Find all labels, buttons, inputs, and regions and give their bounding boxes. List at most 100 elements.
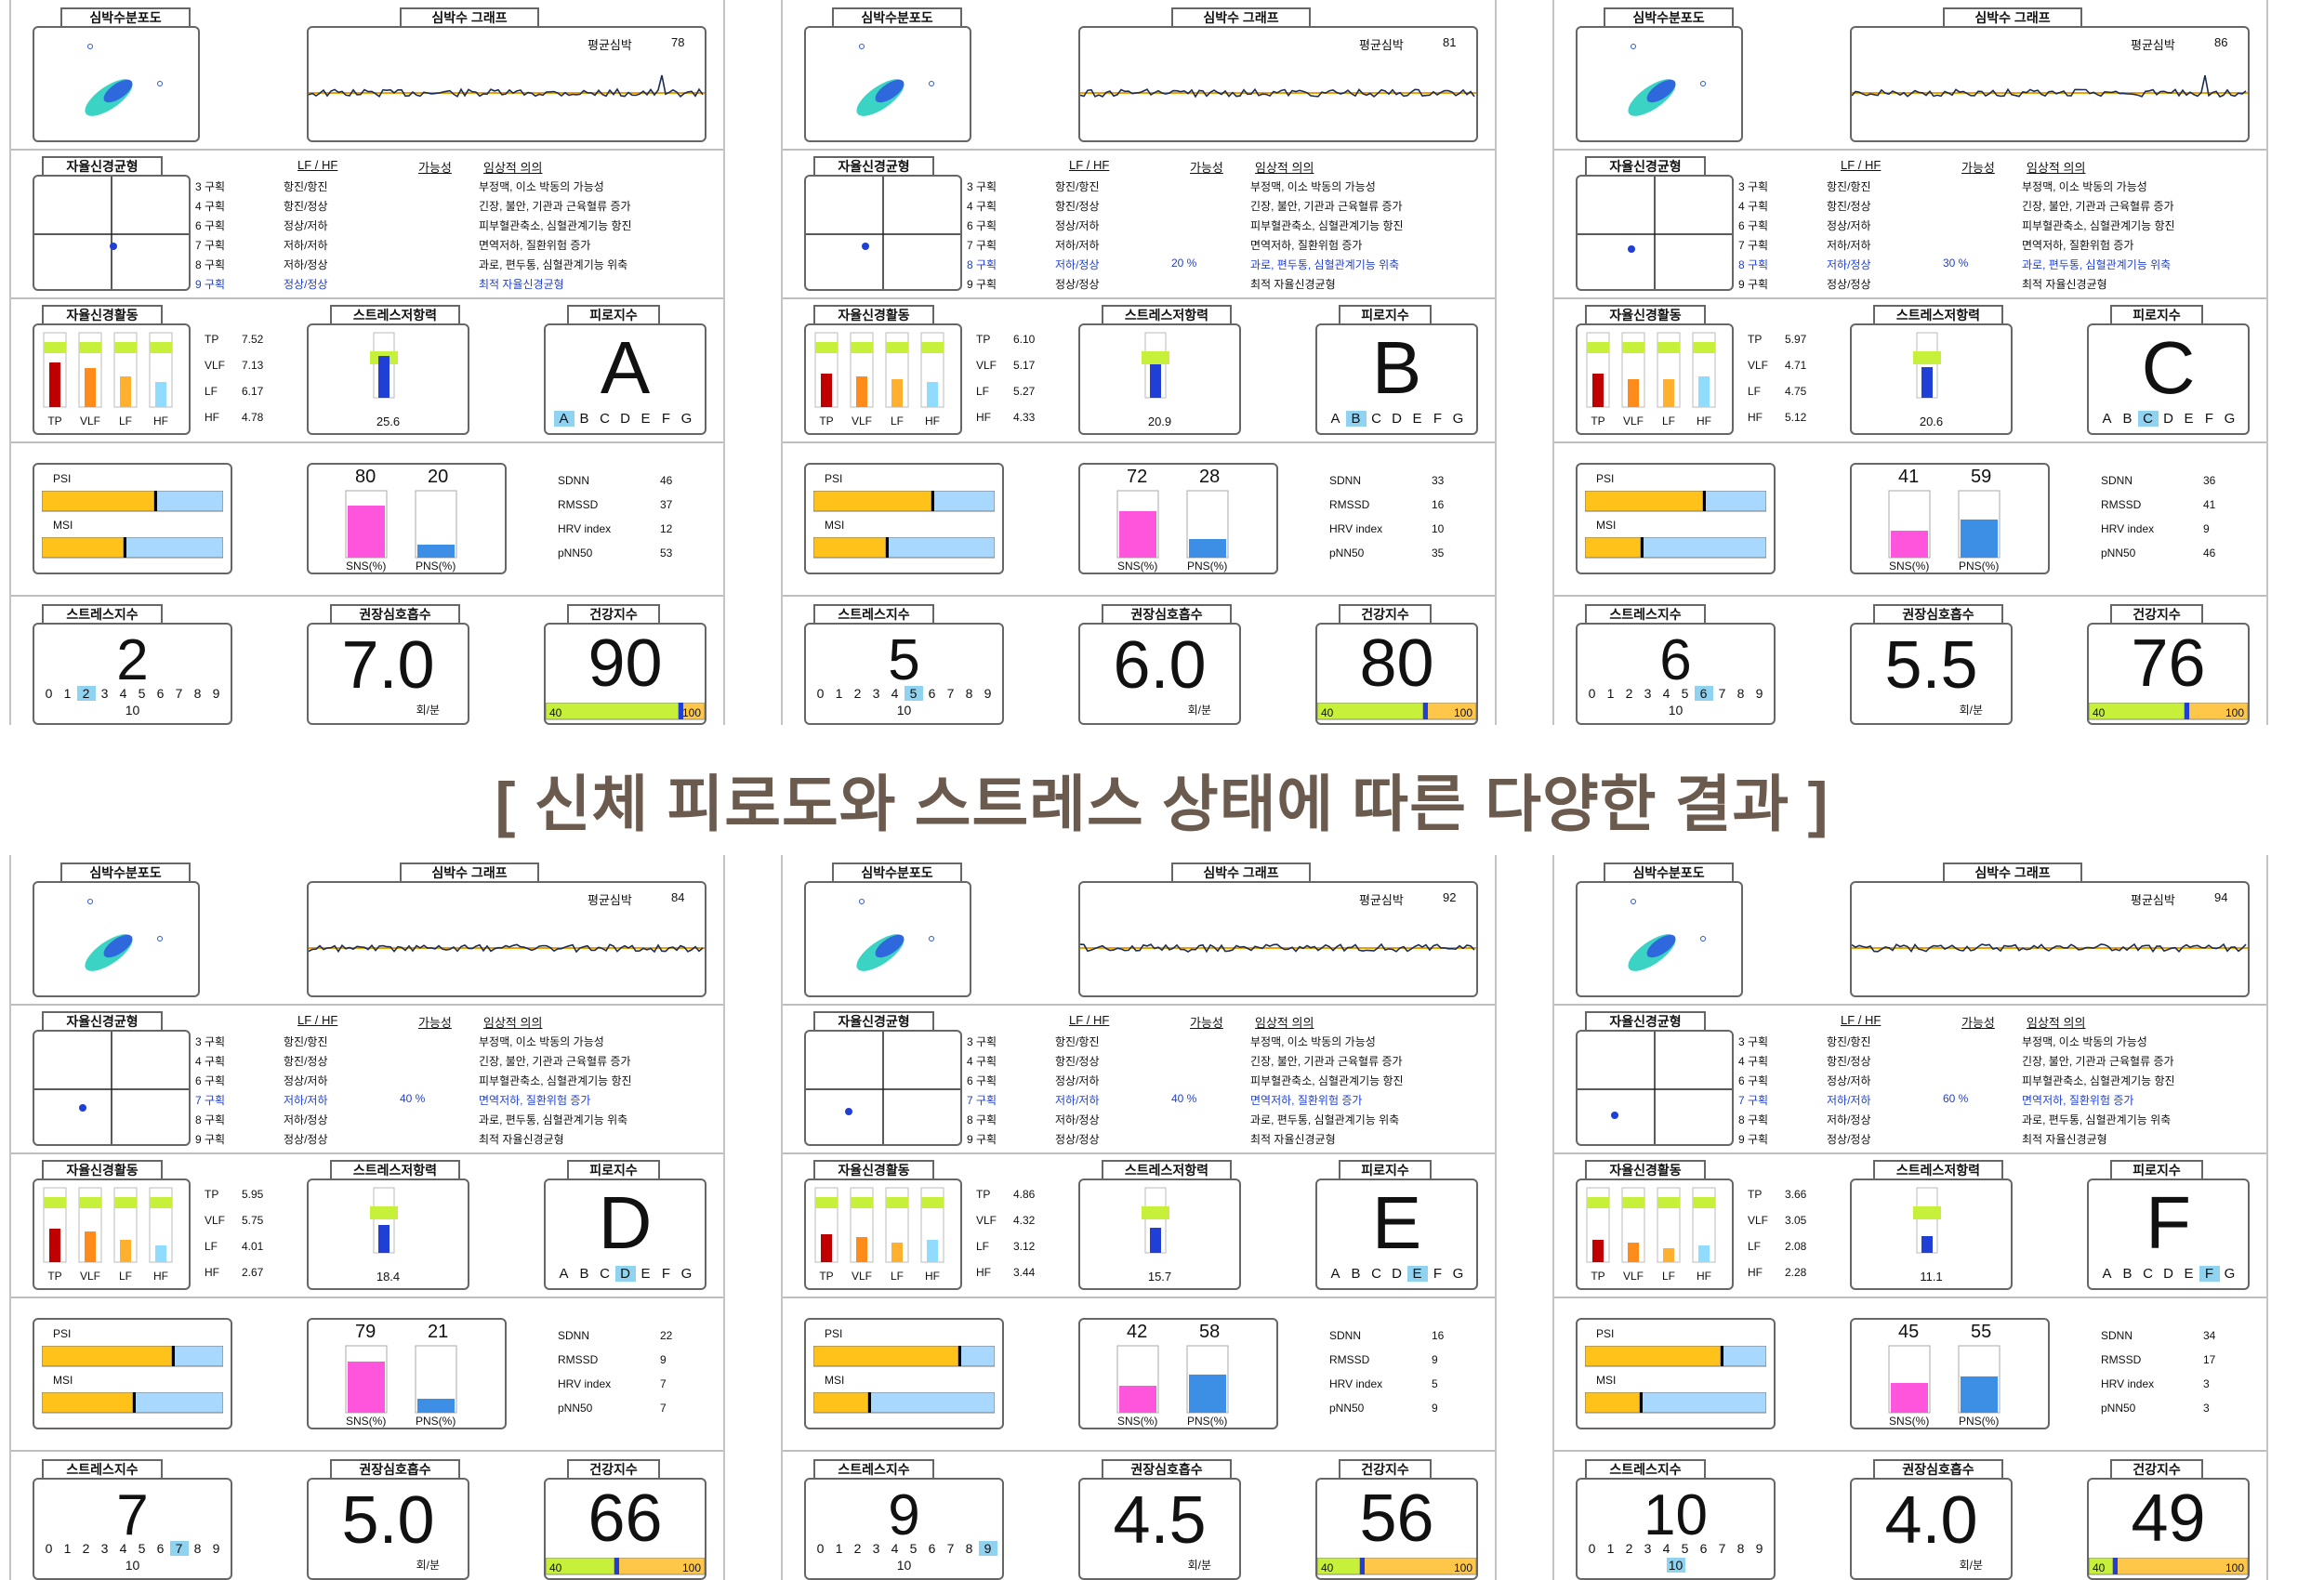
breath-box: 4.0 회/분 bbox=[1850, 1478, 2013, 1580]
activity-label-vlf: VLF bbox=[79, 1270, 100, 1283]
stress-scale-item: 1 bbox=[1606, 1541, 1615, 1556]
section-divider bbox=[1552, 595, 2268, 597]
stress-scale-item: 4 bbox=[119, 686, 127, 701]
stress-scale: 0 1 2 3 4 5 6 7 8 9 10 bbox=[34, 686, 231, 719]
activity-label-hf: HF bbox=[925, 1270, 940, 1283]
grade-item: E bbox=[640, 1266, 651, 1282]
fatigue-grade: D bbox=[598, 1181, 653, 1264]
stress-resist-box: 20.9 bbox=[1078, 323, 1241, 435]
grade-item: D bbox=[614, 1266, 636, 1282]
lfhf-header: LF / HF bbox=[297, 1013, 338, 1027]
activity-bar-vlf bbox=[85, 368, 96, 407]
hr-trace-line bbox=[1852, 74, 2247, 98]
scatter-outlier bbox=[87, 899, 93, 904]
scatter-plot bbox=[85, 899, 163, 971]
grade-item: C bbox=[2143, 1266, 2153, 1282]
activity-key-hf: HF bbox=[1748, 411, 1763, 424]
zone-meaning: 긴장, 불안, 기관과 근육혈류 증가 bbox=[1250, 200, 1403, 213]
left-border bbox=[9, 855, 11, 1580]
caption-text: [ 신체 피로도와 스트레스 상태에 따른 다양한 결과 ] bbox=[495, 770, 1829, 838]
hr-graph-title: 심박수 그래프 bbox=[1943, 862, 2082, 883]
balance-point bbox=[110, 243, 117, 250]
health-value: 80 bbox=[1359, 626, 1434, 701]
breath-value: 5.0 bbox=[341, 1483, 435, 1558]
zone-row: 3 구획 항진/항진 부정맥, 이소 박동의 가능성 bbox=[195, 178, 716, 197]
section-divider bbox=[781, 1004, 1497, 1006]
stress-resist-box: 11.1 bbox=[1850, 1178, 2013, 1290]
section-divider bbox=[9, 149, 725, 151]
zone-lfhf: 항진/정상 bbox=[284, 1055, 328, 1068]
activity-bar-normal bbox=[79, 342, 101, 353]
zone-lfhf: 항진/정상 bbox=[1827, 1055, 1871, 1068]
hrv-metric-value: 5 bbox=[1432, 1377, 1438, 1390]
grade-item: E bbox=[1412, 411, 1422, 427]
stress-scale-item: 4 bbox=[119, 1541, 127, 1556]
zone-meaning: 부정맥, 이소 박동의 가능성 bbox=[1250, 1035, 1376, 1048]
activity-bar-tp bbox=[1592, 1240, 1604, 1262]
stress-index-title: 스트레스지수 bbox=[813, 1459, 934, 1480]
grade-item: G bbox=[680, 1266, 693, 1282]
hrv-metric-value: 46 bbox=[2203, 546, 2216, 560]
pns-label: PNS(%) bbox=[416, 560, 456, 573]
activity-key-vlf: VLF bbox=[976, 359, 997, 372]
zone-lfhf: 정상/정상 bbox=[1827, 1133, 1871, 1146]
activity-title: 자율신경활동 bbox=[42, 1160, 163, 1180]
sns-bar bbox=[1891, 531, 1928, 558]
psi-bar bbox=[42, 1346, 223, 1367]
zone-lfhf: 정상/정상 bbox=[284, 278, 328, 291]
activity-label-lf: LF bbox=[118, 1270, 132, 1283]
balance-point bbox=[845, 1108, 852, 1115]
zone-meaning: 최적 자율신경균형 bbox=[2022, 278, 2107, 291]
scatter-core bbox=[875, 934, 905, 958]
activity-bar-vlf bbox=[1628, 1243, 1639, 1262]
stress-resist-box: 18.4 bbox=[307, 1178, 469, 1290]
zone-lfhf: 저하/저하 bbox=[1827, 1094, 1871, 1107]
sns-pns-chart bbox=[1888, 490, 2000, 559]
zone-lfhf: 항진/항진 bbox=[1827, 1035, 1871, 1048]
sns-label: SNS(%) bbox=[1889, 560, 1930, 573]
activity-value-lf: 5.27 bbox=[1013, 385, 1036, 398]
grade-item: E bbox=[2184, 1266, 2194, 1282]
zone-row: 6 구획 정상/저하 피부혈관축소, 심혈관계기능 항진 bbox=[195, 217, 716, 236]
grade-item: B bbox=[1351, 1266, 1361, 1282]
stress-resist-value: 20.6 bbox=[1919, 415, 1944, 428]
scatter-title: 심박수분포도 bbox=[832, 862, 962, 883]
quadrant-grid bbox=[1578, 177, 1732, 289]
zone-meaning: 부정맥, 이소 박동의 가능성 bbox=[479, 1035, 604, 1048]
health-title: 건강지수 bbox=[567, 1459, 660, 1480]
section-divider bbox=[1552, 1004, 2268, 1006]
resist-level-bar bbox=[1150, 364, 1161, 398]
stress-scale-item: 8 bbox=[965, 686, 973, 701]
fatigue-grade: C bbox=[2141, 326, 2196, 409]
balance-point bbox=[1628, 245, 1635, 253]
hrv-metric-value: 36 bbox=[2203, 474, 2216, 487]
sns-value: 41 bbox=[1898, 467, 1920, 487]
zone-row: 8 구획 저하/정상 과로, 편두통, 심혈관계기능 위축 bbox=[195, 257, 716, 275]
sns-pns-chart bbox=[345, 490, 457, 559]
grade-item: A bbox=[1330, 411, 1340, 427]
activity-bar-vlf bbox=[856, 376, 867, 407]
balance-quadrant bbox=[804, 175, 962, 291]
zone-name: 7 구획 bbox=[967, 239, 997, 252]
zone-lfhf: 저하/저하 bbox=[284, 239, 328, 252]
stress-resist-value: 18.4 bbox=[376, 1270, 401, 1284]
activity-value-hf: 2.28 bbox=[1785, 1266, 1807, 1279]
stress-resist-title: 스트레스저항력 bbox=[330, 1160, 460, 1180]
stress-scale-item: 10 bbox=[896, 1558, 912, 1573]
hrv-metric-value: 12 bbox=[660, 522, 673, 535]
pns-label: PNS(%) bbox=[1959, 1415, 2000, 1428]
report-panel: 심박수분포도 심박수 그래프 평균심박 78 자율신경균형 LF / HF 가능성 임상적 의… bbox=[9, 0, 725, 725]
health-max: 100 bbox=[1453, 706, 1472, 719]
stress-resist-value: 15.7 bbox=[1147, 1270, 1172, 1284]
activity-bar-normal bbox=[44, 1197, 66, 1208]
msi-label: MSI bbox=[53, 519, 73, 532]
activity-bar-hf bbox=[155, 1245, 166, 1262]
activity-bar-normal bbox=[1657, 342, 1680, 353]
hr-graph-title: 심박수 그래프 bbox=[1943, 7, 2082, 28]
activity-value-tp: 5.97 bbox=[1785, 333, 1807, 346]
stress-scale-item: 7 bbox=[1718, 1541, 1726, 1556]
health-box: 49 40 100 bbox=[2087, 1478, 2250, 1580]
resist-level-bar bbox=[1921, 367, 1933, 398]
activity-value-vlf: 5.17 bbox=[1013, 359, 1036, 372]
zone-row: 3 구획 항진/항진 부정맥, 이소 박동의 가능성 bbox=[967, 1034, 1487, 1052]
